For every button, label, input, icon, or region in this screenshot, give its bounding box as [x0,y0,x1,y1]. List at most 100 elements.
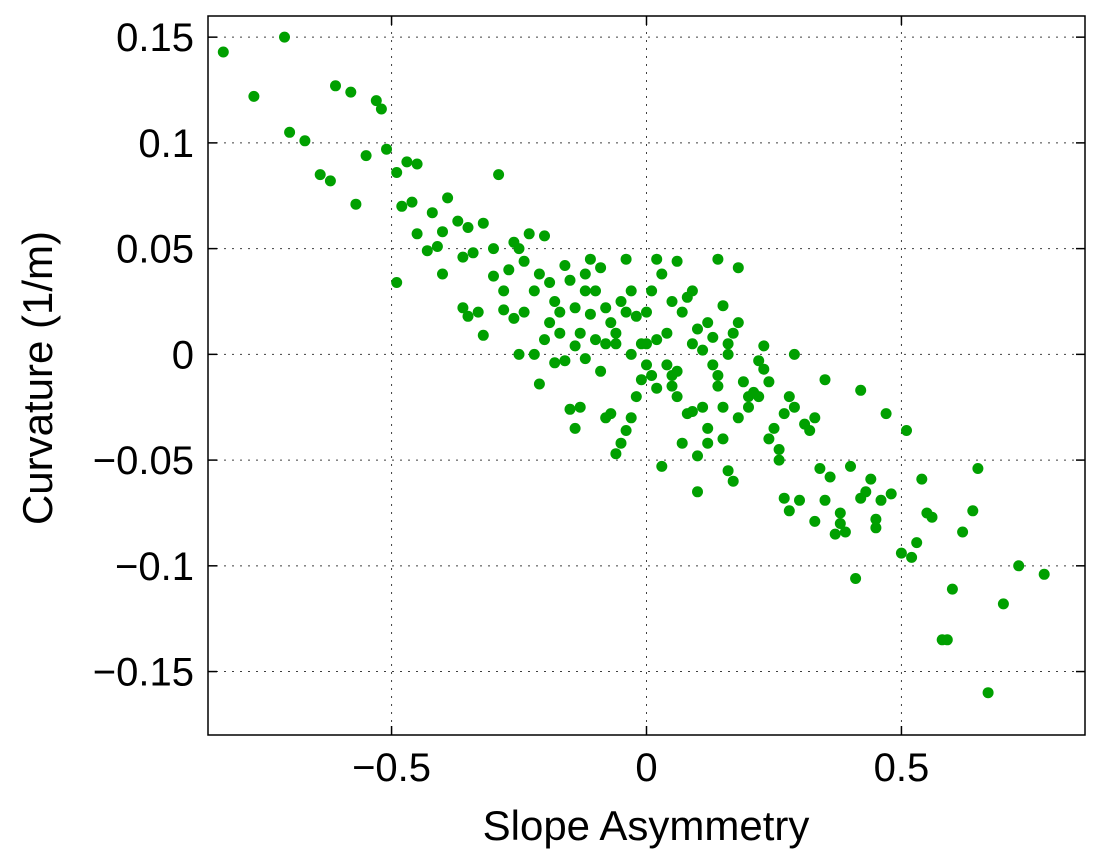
data-point [707,359,719,371]
data-point [676,437,688,449]
data-point [651,382,663,394]
data-point [855,492,867,504]
y-tick-labels: 0.15 0.1 0.05 0 −0.05 −0.1 −0.15 [93,16,194,694]
data-point [564,274,576,286]
data-point [702,422,714,434]
data-point [600,302,612,314]
data-point [814,463,826,474]
data-point [1038,568,1050,580]
data-point [906,551,918,563]
data-point [646,370,658,381]
data-point [732,262,744,274]
data-point [350,198,362,210]
axis-ticks [208,16,1085,735]
data-point [488,243,499,255]
x-tick-label: 0.5 [874,746,930,790]
data-point [477,329,489,341]
data-point [569,302,581,314]
data-point [916,473,928,485]
data-point [758,363,770,375]
data-point [819,494,831,506]
data-point [630,391,642,403]
data-point [488,270,499,282]
data-point [880,408,892,420]
data-point [330,80,341,92]
data-point [671,391,683,403]
data-point [641,338,652,350]
data-point [788,348,800,360]
data-point [829,528,841,540]
data-point [610,327,622,339]
data-point [590,285,601,297]
data-point [778,492,790,504]
data-point [584,253,596,265]
data-point [651,253,663,265]
x-tick-labels: −0.5 0 0.5 [352,746,929,790]
data-point [426,207,438,219]
data-point [523,228,535,240]
data-point [437,268,448,280]
data-point [809,412,821,424]
data-point [498,285,510,297]
data-point [972,463,984,474]
data-point [284,126,296,138]
data-point [911,537,923,549]
data-point [620,253,632,265]
data-point [630,310,642,322]
data-point [839,526,851,538]
data-point [462,310,474,322]
data-point [574,327,586,339]
data-point [314,169,326,181]
data-point [712,370,724,381]
data-point [411,228,423,240]
data-point [788,401,800,413]
data-point [753,391,765,403]
data-point [518,306,530,318]
data-point [997,598,1009,610]
data-point [503,264,515,276]
data-point [584,308,596,320]
data-point [819,374,831,386]
data-point [783,391,795,403]
data-point [539,334,550,346]
data-point [248,90,260,102]
data-point [559,355,571,367]
y-tick-label: 0.05 [116,228,194,272]
y-tick-label: 0.1 [138,122,194,166]
data-point [804,425,816,436]
data-point [324,175,336,187]
data-point [763,433,775,445]
data-point [712,253,724,265]
data-point [452,215,464,227]
data-point [625,412,637,424]
y-tick-label: −0.05 [93,439,194,483]
data-point [625,285,637,297]
data-point [727,327,739,339]
y-tick-label: −0.15 [93,651,194,695]
data-point [437,226,448,238]
data-point [406,196,418,208]
data-point [579,353,591,365]
x-tick-label: 0 [635,746,657,790]
y-tick-label: 0.15 [116,16,194,60]
data-point [666,296,678,307]
x-tick-label: −0.5 [352,746,431,790]
data-point [381,143,392,155]
y-axis-title: Curvature (1/m) [14,231,61,525]
data-point [615,437,627,449]
data-point [544,317,556,329]
data-point [727,475,739,487]
data-point [692,450,703,462]
data-point [513,243,525,255]
data-point [579,268,591,280]
data-point [467,247,479,259]
data-point [411,158,423,170]
data-point [717,401,729,413]
data-point [686,406,698,417]
data-point [753,355,765,367]
data-point [421,245,433,257]
data-point [641,359,652,371]
data-point [697,344,709,356]
data-point [722,348,734,360]
data-point [722,338,734,350]
